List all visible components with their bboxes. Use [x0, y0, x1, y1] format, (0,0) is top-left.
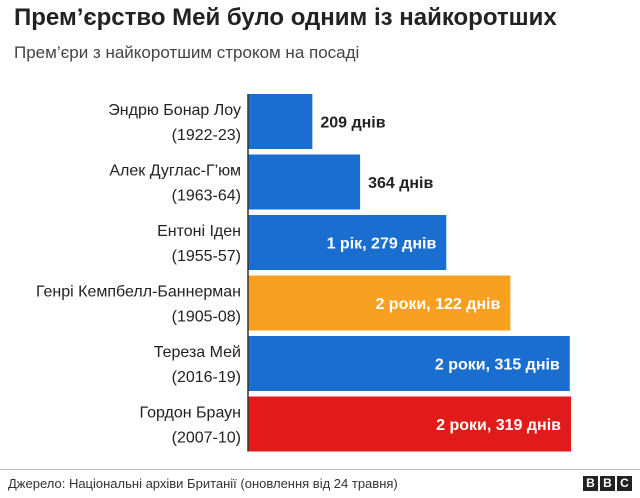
category-years: (1905-08)	[172, 309, 241, 326]
bbc-logo-letter: B	[583, 476, 598, 491]
source-note: Джерело: Національні архіви Британії (он…	[8, 476, 398, 491]
bbc-logo-letter: B	[600, 476, 615, 491]
bar	[248, 215, 447, 270]
category-label: Эндрю Бонар Лоу	[108, 102, 241, 119]
data-label: 1 рік, 279 днів	[327, 236, 437, 253]
bbc-logo: B B C	[583, 476, 632, 491]
bar	[248, 275, 511, 331]
data-label: 2 роки, 319 днів	[436, 417, 561, 434]
bar	[248, 154, 361, 210]
category-label: Алек Дуглас-Г’юм	[109, 163, 241, 180]
bar	[248, 396, 571, 452]
category-years: (1955-57)	[172, 248, 241, 265]
category-label: Ентоні Іден	[157, 223, 241, 240]
bar	[248, 94, 313, 149]
category-years: (2007-10)	[172, 430, 241, 447]
data-label: 2 роки, 122 днів	[375, 296, 500, 313]
bar	[248, 336, 570, 391]
category-years: (2016-19)	[172, 369, 241, 386]
category-years: (1922-23)	[172, 127, 241, 144]
footer-divider	[0, 469, 640, 470]
category-years: (1963-64)	[172, 188, 241, 205]
data-label: 364 днів	[368, 175, 433, 192]
data-label: 2 роки, 315 днів	[435, 357, 560, 374]
chart-title: Прем’єрство Мей було одним із найкоротши…	[14, 4, 557, 31]
bar-chart: Эндрю Бонар Лоу (1922-23) 209 днів Алек Дуг…	[36, 94, 571, 452]
category-label: Тереза Мей	[154, 344, 241, 361]
data-label: 209 днів	[320, 115, 385, 132]
chart-subtitle: Прем’єри з найкоротшим строком на посаді	[14, 43, 360, 62]
bbc-logo-letter: C	[617, 476, 632, 491]
category-label: Генрі Кемпбелл-Баннерман	[36, 284, 241, 301]
category-label: Гордон Браун	[140, 405, 242, 422]
